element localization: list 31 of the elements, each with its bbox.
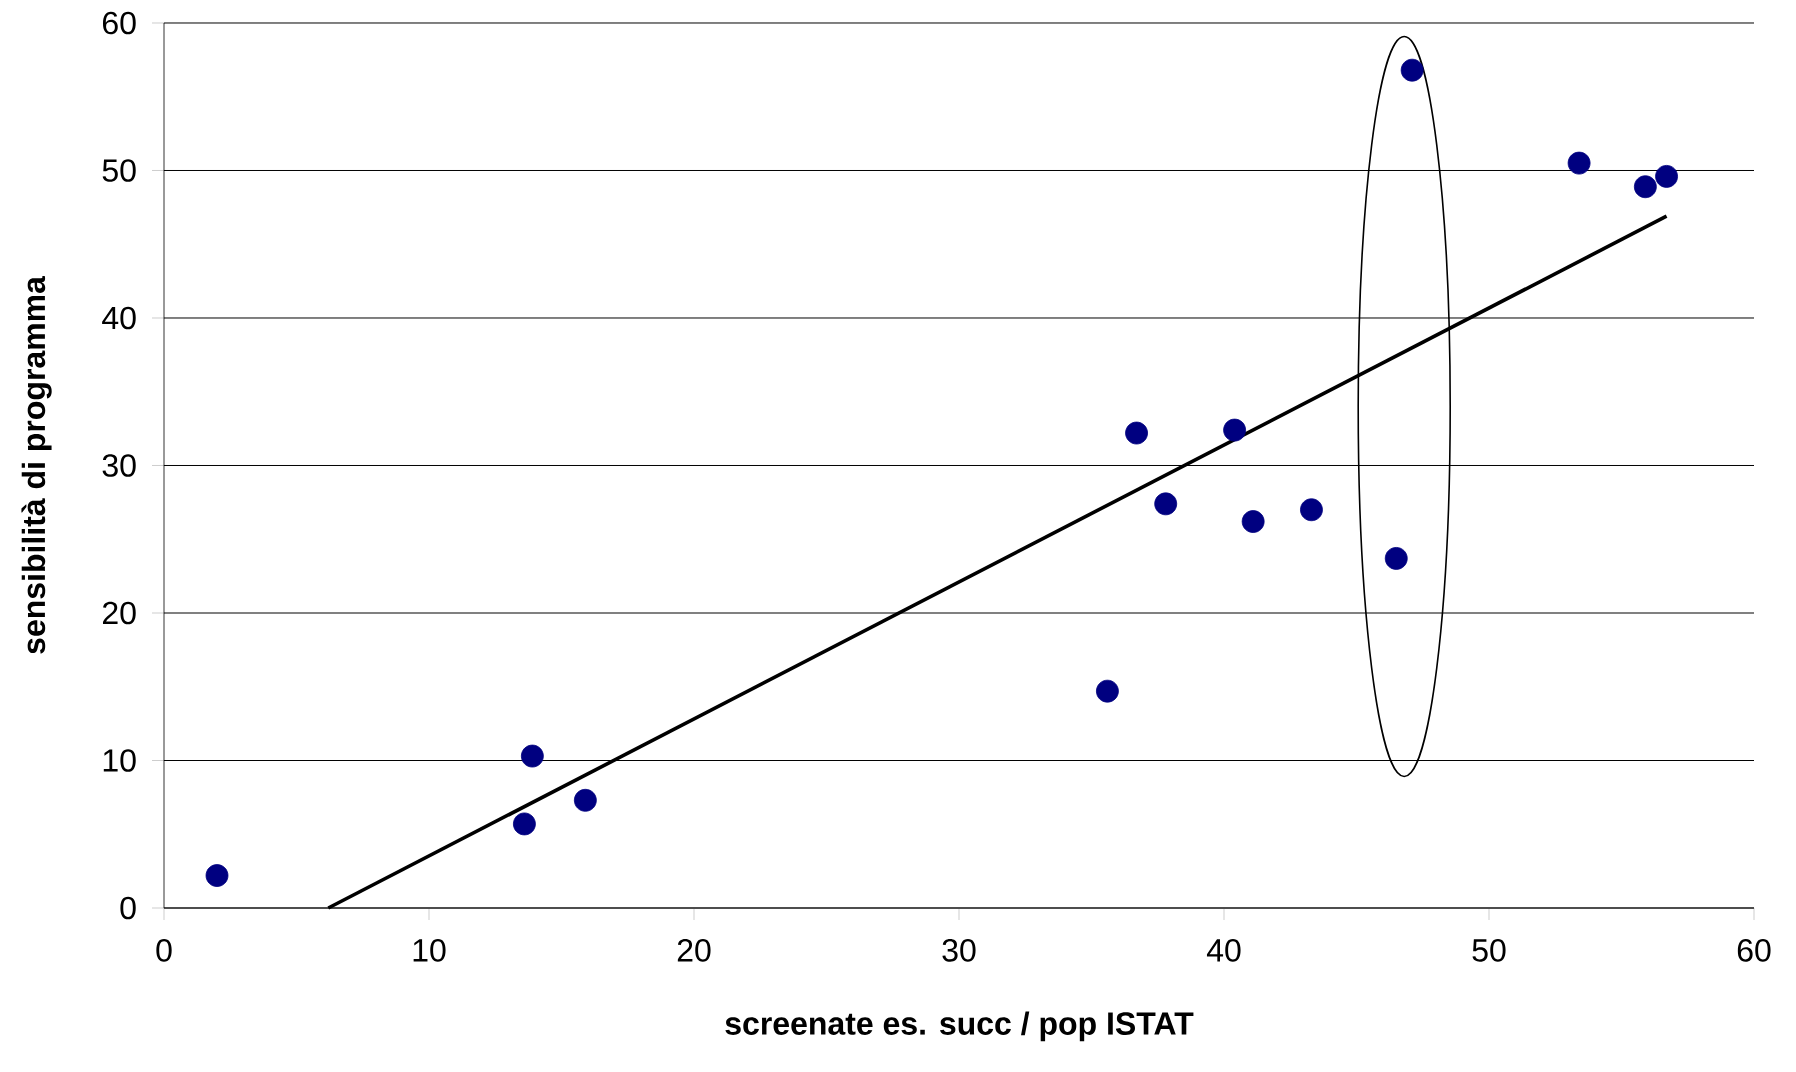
point	[1096, 679, 1119, 703]
x-tick-label: 40	[1206, 939, 1241, 962]
point	[1400, 58, 1424, 82]
point	[1300, 498, 1323, 522]
y-tick-label: 10	[103, 749, 136, 772]
point	[205, 864, 229, 887]
y-tick-label: 30	[102, 454, 136, 477]
y-tick-label: 0	[120, 896, 136, 920]
point	[1223, 418, 1246, 442]
y-tick-label: 50	[102, 159, 136, 182]
point	[1384, 547, 1408, 570]
point	[1567, 151, 1591, 175]
point	[1655, 164, 1678, 188]
x-tick-label: 20	[677, 939, 711, 962]
y-tick-label: 60	[102, 11, 136, 35]
x-tick-label: 0	[156, 939, 172, 962]
x-axis-title: screenate es. succ / pop ISTAT	[725, 1011, 1194, 1042]
x-tick-label: 60	[1737, 939, 1771, 962]
point	[520, 744, 544, 768]
point	[1125, 421, 1148, 445]
x-tick-label: 50	[1472, 939, 1506, 962]
y-tick-label: 20	[102, 601, 136, 625]
point	[1633, 175, 1657, 199]
point	[573, 788, 597, 812]
y-tick-label: 40	[102, 306, 136, 330]
point	[1154, 492, 1178, 516]
x-tick-label: 30	[942, 939, 976, 962]
y-axis-title: sensibilità di programma	[21, 275, 52, 654]
point	[513, 812, 536, 836]
point	[1241, 510, 1265, 533]
x-tick-label: 10	[413, 939, 446, 962]
